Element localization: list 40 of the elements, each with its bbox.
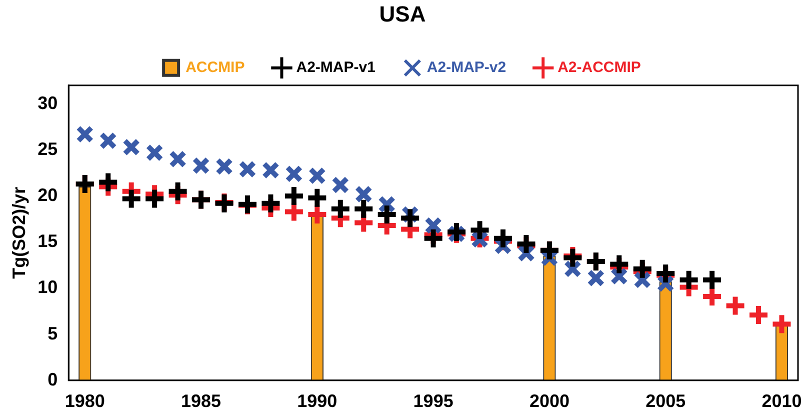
point (122, 138, 140, 156)
y-tick-label: 30 (38, 92, 58, 113)
point (215, 158, 234, 176)
chart-title: USA (379, 1, 426, 26)
point (146, 144, 164, 162)
point (354, 185, 372, 204)
legend-label: ACCMIP (186, 59, 245, 76)
x-tick-label: 1980 (64, 391, 105, 412)
legend-label: A2-ACCMIP (558, 59, 641, 76)
point (99, 132, 117, 150)
legend-label: A2-MAP-v1 (296, 59, 376, 76)
x-tick-label: 2000 (529, 391, 570, 412)
point (610, 267, 628, 286)
point (76, 125, 94, 144)
legend-label: A2-MAP-v2 (426, 59, 506, 76)
point (424, 216, 442, 234)
point (332, 176, 350, 194)
point (564, 260, 582, 278)
y-tick-label: 20 (38, 184, 58, 205)
x-tick-label: 1985 (181, 391, 222, 412)
x-tick-label: 2005 (646, 391, 686, 412)
point (168, 150, 187, 168)
point (634, 271, 652, 289)
y-tick-label: 10 (38, 277, 58, 298)
x-tick-label: 2010 (762, 391, 802, 412)
x-tick-label: 1995 (413, 391, 454, 412)
y-tick-label: 0 (48, 369, 58, 390)
y-tick-label: 15 (38, 231, 58, 252)
point (285, 165, 303, 183)
point (262, 161, 280, 180)
y-tick-label: 5 (48, 323, 58, 344)
y-tick-label: 25 (38, 138, 58, 159)
point (587, 269, 605, 287)
x-tick-label: 1990 (297, 391, 338, 412)
point (378, 195, 396, 214)
point (308, 166, 326, 185)
y-axis-title: Tg(SO2)/yr (8, 186, 29, 279)
point (656, 274, 674, 292)
point (238, 160, 256, 178)
point (192, 156, 210, 174)
